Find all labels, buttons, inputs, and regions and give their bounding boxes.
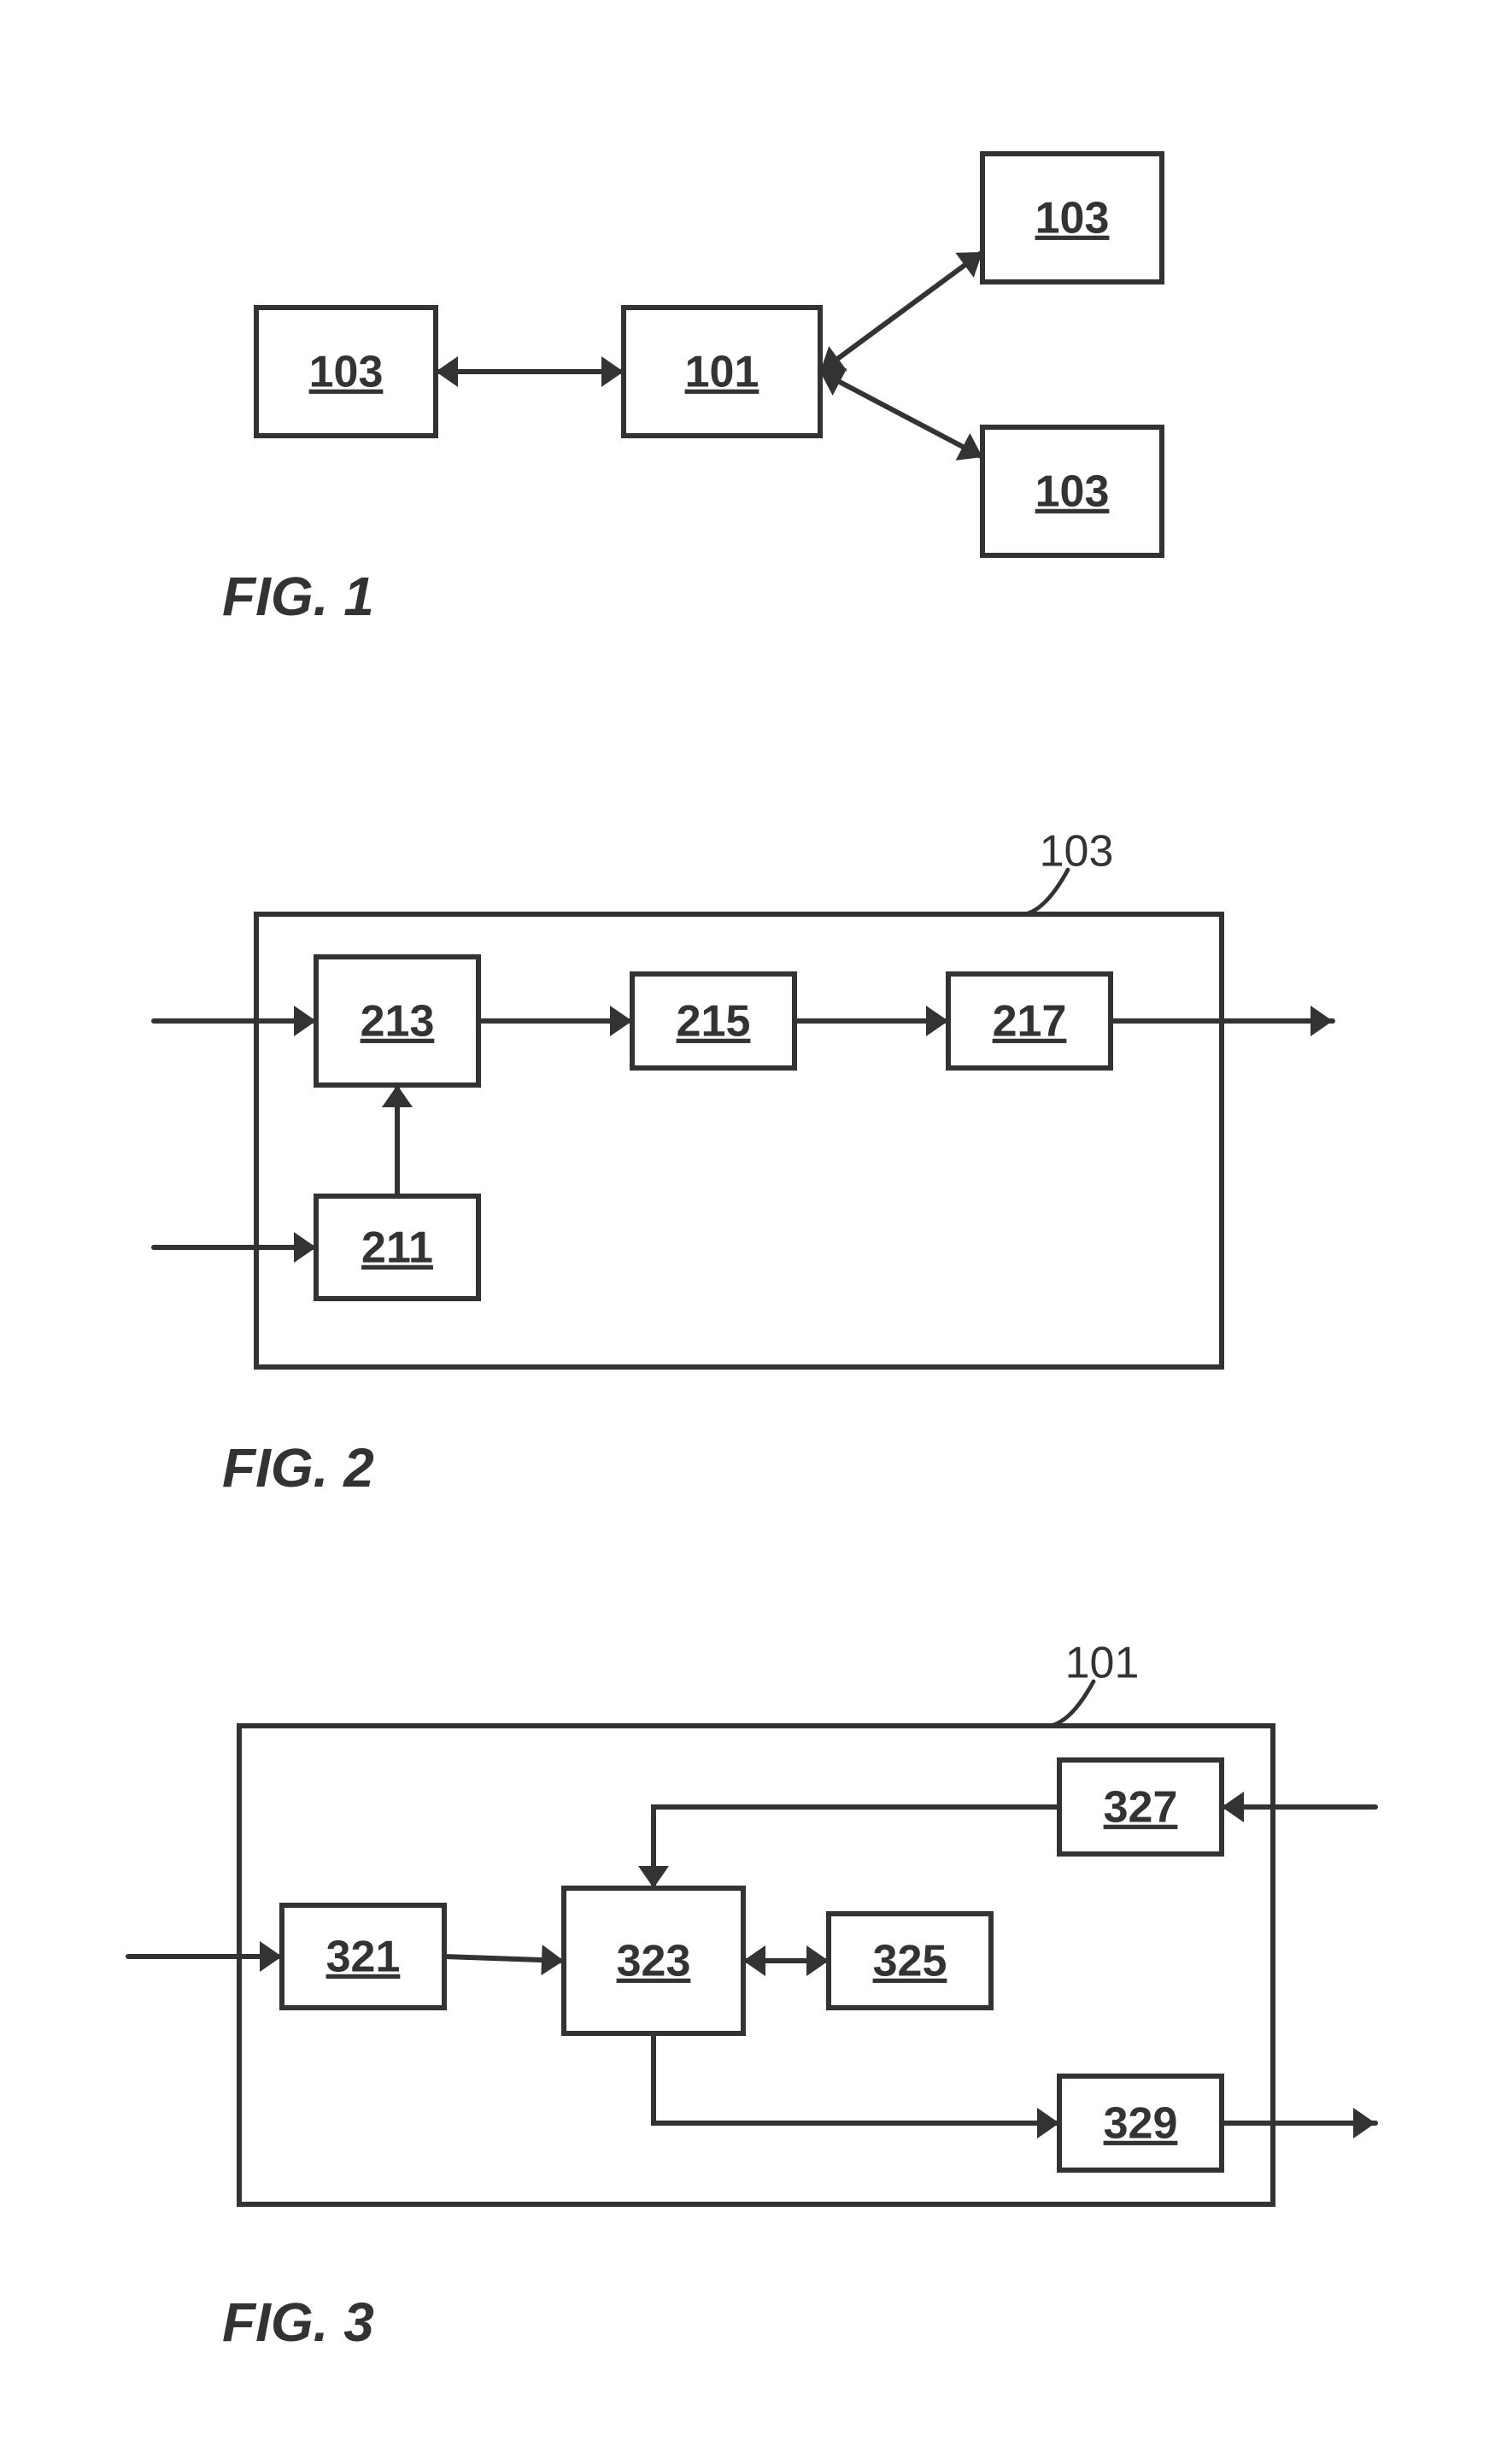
figure-label: FIG. 3 [222, 2291, 374, 2353]
node-label: 101 [685, 348, 759, 397]
node-label: 323 [617, 1937, 691, 1986]
node-label: 215 [677, 997, 751, 1047]
node-label: 103 [1035, 467, 1110, 517]
container-label: 101 [1065, 1639, 1140, 1688]
figure-label: FIG. 2 [222, 1437, 374, 1499]
figure-label: FIG. 1 [222, 566, 374, 627]
node-label: 329 [1104, 2099, 1178, 2149]
container-label: 103 [1040, 827, 1114, 877]
node-label: 211 [361, 1223, 433, 1273]
node-label: 327 [1104, 1783, 1178, 1833]
node-label: 103 [309, 348, 384, 397]
node-label: 321 [326, 1933, 401, 1982]
diagram-canvas: 103 101 103 103 FIG. 1 213 215 217 211 103 FIG. 2 3… [0, 0, 1507, 2464]
node-label: 103 [1035, 194, 1110, 243]
node-label: 217 [993, 997, 1067, 1047]
node-label: 325 [873, 1937, 947, 1986]
node-label: 213 [361, 997, 435, 1047]
